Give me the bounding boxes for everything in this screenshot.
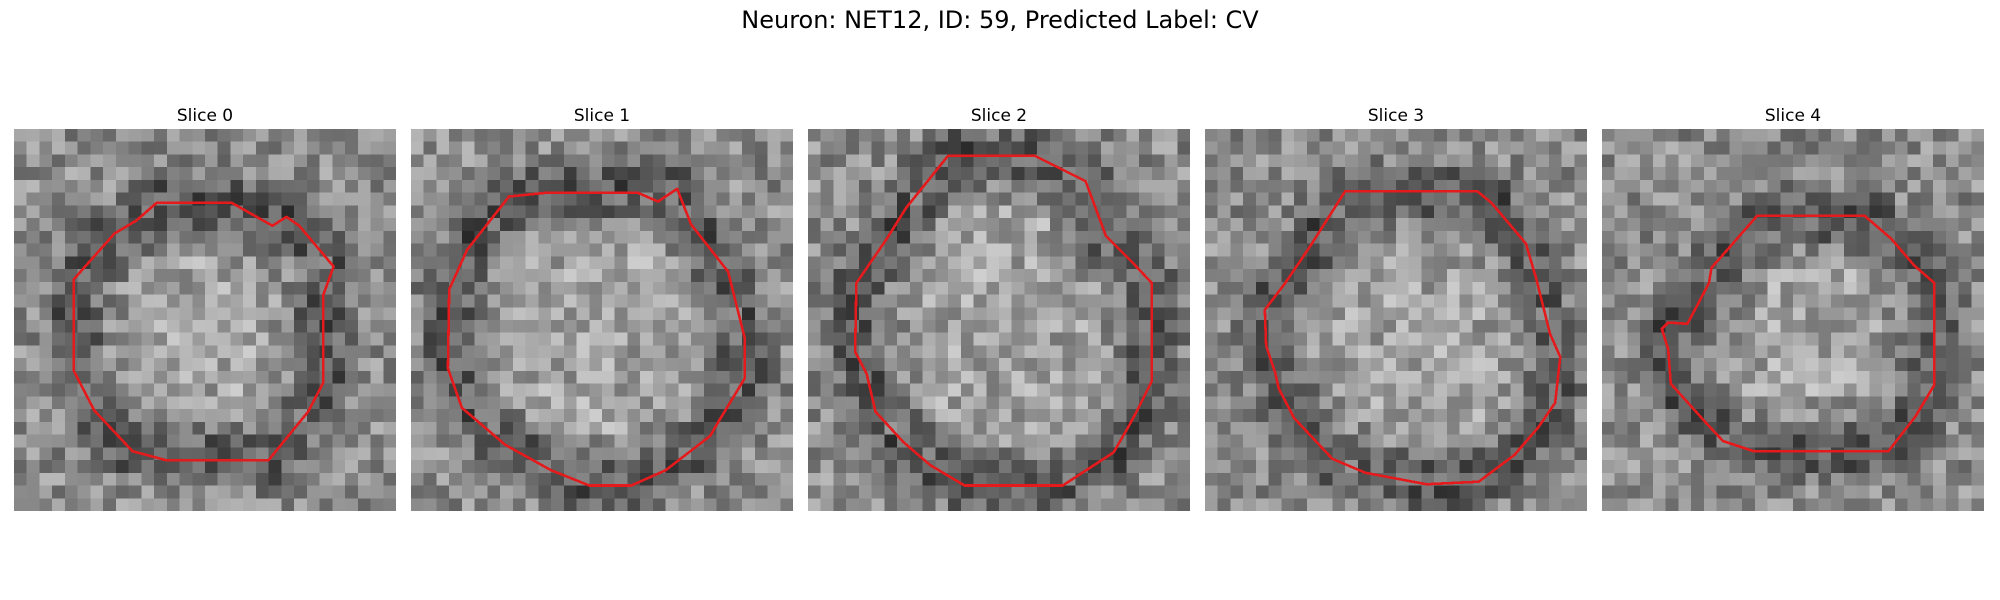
grayscale-pixel-grid — [1205, 129, 1587, 511]
slice-image — [1205, 129, 1587, 511]
slice-image — [14, 129, 396, 511]
slice-panel: Slice 4 — [1602, 104, 1984, 511]
slice-title: Slice 1 — [411, 104, 793, 129]
grayscale-pixel-grid — [808, 129, 1190, 511]
figure-title: Neuron: NET12, ID: 59, Predicted Label: … — [0, 6, 2000, 34]
slice-title: Slice 3 — [1205, 104, 1587, 129]
slice-panel: Slice 3 — [1205, 104, 1587, 511]
slice-image — [1602, 129, 1984, 511]
grayscale-pixel-grid — [1602, 129, 1984, 511]
slice-title: Slice 4 — [1602, 104, 1984, 129]
slice-image — [411, 129, 793, 511]
grayscale-pixel-grid — [411, 129, 793, 511]
slice-title: Slice 0 — [14, 104, 396, 129]
slice-image — [808, 129, 1190, 511]
slice-panel: Slice 2 — [808, 104, 1190, 511]
slice-panel: Slice 0 — [14, 104, 396, 511]
grayscale-pixel-grid — [14, 129, 396, 511]
slice-title: Slice 2 — [808, 104, 1190, 129]
slice-panel: Slice 1 — [411, 104, 793, 511]
